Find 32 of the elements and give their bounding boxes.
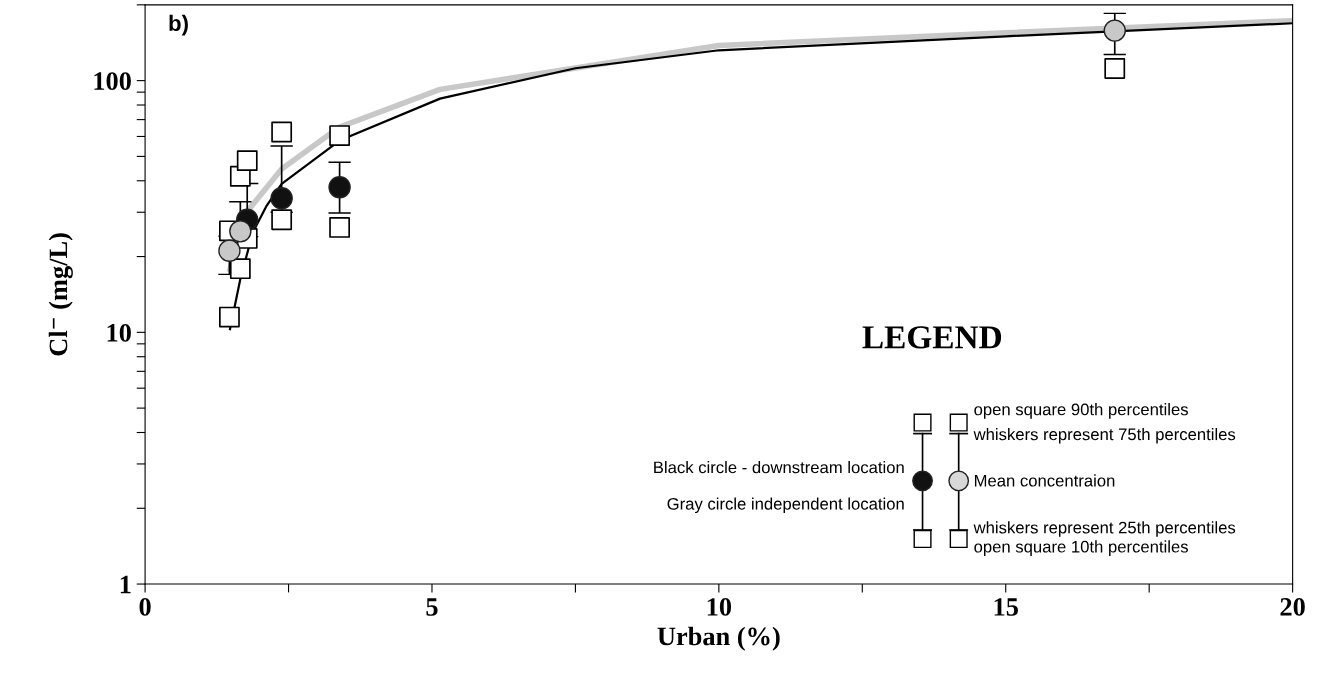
annotation: whiskers represent 75th percentiles (973, 428, 1236, 444)
point (329, 217, 351, 238)
x-tick-label: 10 (707, 598, 732, 616)
point (329, 125, 351, 146)
annotation: Mean concentraion (974, 474, 1115, 487)
annotation: b) (169, 14, 188, 36)
x-tick-label: 15 (994, 598, 1018, 616)
point (229, 220, 252, 243)
point (271, 121, 293, 143)
x-tick-label: 20 (1280, 598, 1305, 616)
point (270, 187, 293, 210)
y-tick-label: 10 (107, 323, 131, 342)
x-tick-label: 0 (139, 598, 151, 616)
annotation: whiskers represent 25th percentiles (973, 521, 1236, 537)
point (328, 176, 351, 199)
point (1103, 19, 1126, 42)
point (229, 258, 251, 280)
point (219, 306, 240, 328)
y-tick-label: 100 (94, 72, 131, 91)
point (1104, 58, 1126, 79)
annotation: LEGEND (862, 326, 1002, 349)
y-tick-label: 1 (120, 575, 131, 594)
point (218, 239, 241, 262)
point (271, 209, 293, 231)
annotation: Black circle - downstream location (654, 461, 904, 474)
annotation: Gray circle independent location (667, 497, 904, 514)
point (236, 150, 258, 172)
x-axis-title: Urban (%) (657, 626, 780, 651)
annotation: open square 10th percentiles (974, 540, 1188, 556)
x-tick-label: 5 (426, 598, 438, 616)
annotation: open square 90th percentiles (974, 403, 1188, 419)
y-axis-title: Cl⁻ (mg/L) (48, 233, 73, 356)
